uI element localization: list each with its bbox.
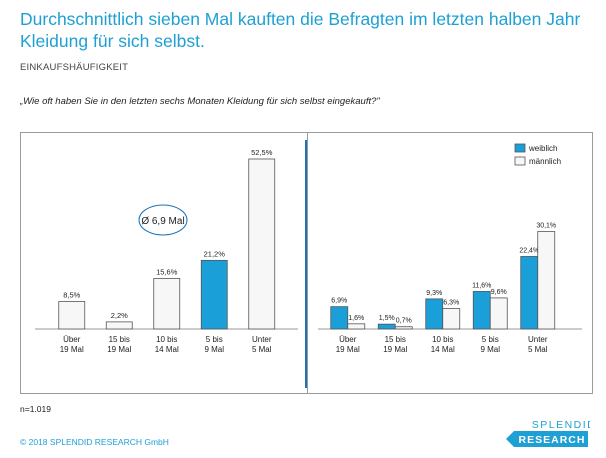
category-label: 10 bis <box>432 335 453 344</box>
average-ellipse <box>138 204 188 236</box>
category-label: 19 Mal <box>60 345 84 354</box>
category-label: 14 Mal <box>155 345 179 354</box>
data-label: 15,6% <box>156 267 178 276</box>
bar-maennlich <box>537 231 556 330</box>
legend-label: männlich <box>529 157 561 166</box>
category-label: 10 bis <box>156 335 177 344</box>
category-label: 14 Mal <box>431 345 455 354</box>
bar-maennlich <box>394 326 413 330</box>
chart-panel-gender: 6,9% 1,6% Über 19 Mal 1,5% 0,7% 15 bis 19 Mal 9,… <box>307 132 593 394</box>
data-label: 1,5% <box>379 315 395 322</box>
data-label: 9,6% <box>491 289 507 296</box>
splendid-research-logo: SPLENDID RESEARCH <box>500 415 595 453</box>
category-label: 9 Mal <box>480 345 500 354</box>
category-label: Unter <box>528 335 548 344</box>
logo-band <box>514 431 588 447</box>
bar-weiblich <box>425 298 444 330</box>
data-label: 9,3% <box>426 290 442 297</box>
chart-panel-total: 8,5% Über 19 Mal 2,2% 15 bis 19 Mal 15,6% 10 bi… <box>20 132 311 394</box>
category-label: 5 Mal <box>252 345 272 354</box>
page-subtitle: EINKAUFSHÄUFIGKEIT <box>20 62 129 73</box>
data-label: 6,9% <box>331 298 347 305</box>
data-label: 0,7% <box>396 318 412 325</box>
survey-question: „Wie oft haben Sie in den letzten sechs … <box>20 96 380 107</box>
bar <box>248 158 276 330</box>
category-label: 19 Mal <box>383 345 407 354</box>
data-label: 6,3% <box>443 300 459 307</box>
bar-weiblich <box>520 256 539 330</box>
bar-weiblich <box>472 291 491 330</box>
data-label: 22,4% <box>519 247 539 254</box>
data-label: 30,1% <box>536 223 556 230</box>
category-label: 9 Mal <box>204 345 224 354</box>
category-label: Über <box>339 335 357 344</box>
category-label: 15 bis <box>109 335 130 344</box>
bar-maennlich <box>442 308 461 330</box>
legend-swatch-maennlich <box>514 156 526 166</box>
bar <box>105 321 133 330</box>
category-label: Über <box>63 335 81 344</box>
bar-weiblich <box>330 306 349 330</box>
data-label: 8,5% <box>63 290 80 299</box>
bar <box>200 259 228 330</box>
category-label: Unter <box>252 335 272 344</box>
bar-maennlich <box>347 323 366 330</box>
logo-line-1: SPLENDID <box>532 419 590 431</box>
category-label: 5 bis <box>482 335 499 344</box>
category-label: 19 Mal <box>107 345 131 354</box>
data-label: 11,6% <box>472 282 491 289</box>
data-label: 52,5% <box>251 148 273 157</box>
legend-swatch-weiblich <box>514 143 526 153</box>
logo-line-2: RESEARCH <box>519 434 586 446</box>
data-label: 2,2% <box>111 311 128 320</box>
page-title: Durchschnittlich sieben Mal kauften die … <box>20 9 581 51</box>
bar-maennlich <box>489 297 508 330</box>
category-label: 19 Mal <box>336 345 360 354</box>
category-label: 5 Mal <box>528 345 548 354</box>
sample-size-note: n=1.019 <box>20 404 51 414</box>
bar-weiblich <box>377 323 396 330</box>
panel-divider <box>305 140 307 388</box>
data-label: 21,2% <box>204 249 226 258</box>
data-label: 1,6% <box>348 315 364 322</box>
copyright-text: © 2018 SPLENDID RESEARCH GmbH <box>20 437 169 447</box>
category-label: 15 bis <box>385 335 406 344</box>
legend-label: weiblich <box>528 144 557 153</box>
average-annotation: Ø 6,9 Mal <box>141 216 184 227</box>
bar <box>153 278 181 330</box>
category-label: 5 bis <box>206 335 223 344</box>
logo-pointer <box>506 431 514 447</box>
bar <box>58 301 86 330</box>
